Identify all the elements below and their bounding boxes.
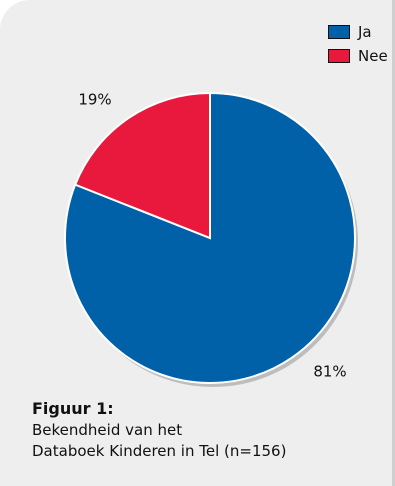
legend-label-nee: Nee [358, 47, 388, 65]
legend-item-nee: Nee [328, 44, 388, 68]
caption-line-2: Databoek Kinderen in Tel (n=156) [32, 442, 287, 460]
legend-item-ja: Ja [328, 20, 388, 44]
slice-label-ja: 81% [313, 363, 346, 381]
legend: Ja Nee [328, 20, 388, 68]
slice-label-nee: 19% [78, 91, 111, 109]
pie-slice-nee [73, 91, 211, 240]
caption-title: Figuur 1: [32, 399, 114, 418]
legend-swatch-nee [328, 49, 350, 63]
caption-line-1: Bekendheid van het [32, 421, 183, 439]
legend-label-ja: Ja [358, 23, 372, 41]
legend-swatch-ja [328, 25, 350, 39]
figure-caption: Figuur 1: Bekendheid van het Databoek Ki… [32, 398, 286, 462]
